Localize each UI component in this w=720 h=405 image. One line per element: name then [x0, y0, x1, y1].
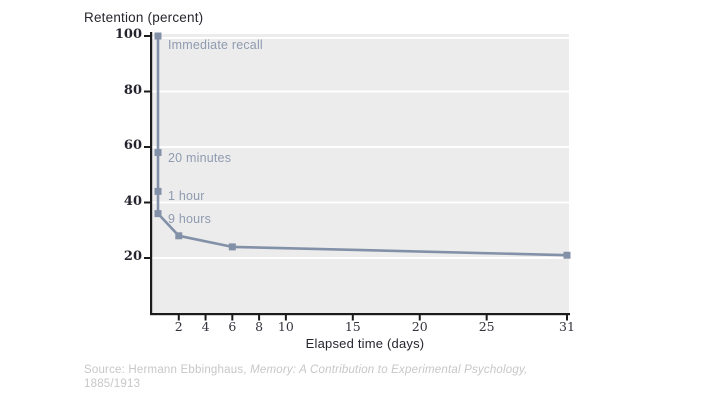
x-tick-4	[204, 313, 207, 321]
x-tick-15	[351, 313, 354, 321]
y-tick-100	[144, 35, 152, 37]
x-tick-20	[418, 313, 421, 321]
x-axis-caption: Elapsed time (days)	[305, 336, 425, 351]
x-tick-label-15: 15	[344, 319, 361, 334]
x-tick-10	[284, 313, 287, 321]
y-tick-label-20: 20	[123, 249, 142, 264]
x-tick-label-2: 2	[174, 319, 183, 334]
y-axis-line	[150, 32, 153, 315]
y-tick-label-100: 100	[114, 27, 142, 42]
y-tick-20	[144, 257, 152, 259]
source-citation: Source: Hermann Ebbinghaus, Memory: A Co…	[84, 364, 644, 391]
x-tick-label-8: 8	[255, 319, 264, 334]
y-tick-label-60: 60	[123, 138, 142, 153]
y-tick-60	[144, 146, 152, 148]
gridline-y-20	[152, 257, 569, 259]
x-tick-label-20: 20	[411, 319, 428, 334]
gridline-y-80	[152, 90, 569, 93]
point-label-20-minutes: 20 minutes	[168, 150, 232, 165]
source-year: 1885/1913	[84, 377, 141, 390]
y-tick-label-40: 40	[123, 193, 142, 209]
point-label-1-hour: 1 hour	[168, 189, 205, 204]
point-label-immediate-recall: Immediate recall	[168, 38, 263, 52]
data-point-marker-1	[154, 149, 162, 157]
y-tick-40	[144, 201, 152, 204]
gridline-y-100	[152, 37, 569, 39]
y-axis-caption: Retention (percent)	[84, 10, 204, 25]
data-point-marker-0	[154, 32, 162, 40]
data-point-marker-4	[175, 232, 183, 240]
point-label-9-hours: 9 hours	[168, 211, 212, 226]
x-axis-line	[150, 313, 570, 316]
x-tick-label-25: 25	[478, 319, 495, 334]
gridline-y-60	[152, 146, 569, 148]
source-work-title: Memory: A Contribution to Experimental P…	[250, 364, 528, 376]
x-tick-label-31: 31	[559, 319, 575, 334]
y-tick-80	[144, 90, 152, 93]
data-point-marker-2	[154, 187, 162, 195]
x-tick-8	[258, 313, 261, 321]
plot-background	[152, 34, 569, 313]
y-tick-label-80: 80	[123, 82, 142, 98]
source-prefix: Source: Hermann Ebbinghaus,	[84, 364, 251, 376]
data-point-marker-3	[154, 210, 162, 218]
x-tick-label-10: 10	[277, 319, 294, 334]
x-tick-25	[485, 313, 488, 321]
data-point-marker-5	[228, 243, 236, 251]
x-tick-label-6: 6	[228, 319, 237, 334]
x-tick-31	[566, 313, 568, 321]
x-tick-2	[177, 313, 180, 321]
x-tick-6	[231, 313, 234, 321]
gridline-y-40	[152, 201, 569, 204]
x-tick-label-4: 4	[201, 319, 210, 334]
data-point-marker-6	[563, 251, 571, 259]
